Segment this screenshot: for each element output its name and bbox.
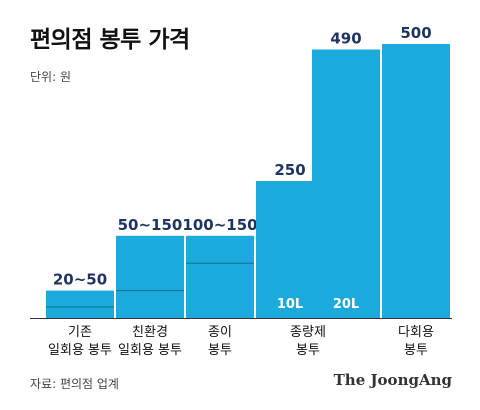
bar <box>382 44 450 318</box>
value-label: 50~150 <box>118 216 183 234</box>
category-label: 봉투 <box>296 343 320 358</box>
brand-logo: The JoongAng <box>333 371 452 389</box>
category-label: 일회용 봉투 <box>118 343 182 358</box>
category-label: 친환경 <box>132 325 168 340</box>
value-label: 100~150 <box>182 216 257 234</box>
inner-bar-label: 20L <box>333 297 359 312</box>
chart-title: 편의점 봉투 가격 <box>30 27 190 53</box>
inner-bar-label: 10L <box>277 297 303 312</box>
category-label: 봉투 <box>208 343 232 358</box>
category-label: 봉투 <box>404 343 428 358</box>
category-label: 기존 <box>68 325 92 340</box>
category-label: 일회용 봉투 <box>48 343 112 358</box>
category-label: 다회용 <box>398 325 434 340</box>
category-label: 종량제 <box>290 325 326 340</box>
unit-label: 단위: 원 <box>30 70 71 84</box>
value-label: 500 <box>400 24 431 42</box>
value-label: 20~50 <box>53 271 107 289</box>
category-label: 종이 <box>208 325 232 340</box>
bar <box>186 235 254 318</box>
value-label: 250 <box>274 161 305 179</box>
value-label: 490 <box>330 29 361 47</box>
bar <box>46 290 114 318</box>
bar <box>116 235 184 318</box>
bar <box>312 49 380 318</box>
source-note: 자료: 편의점 업계 <box>30 377 119 391</box>
